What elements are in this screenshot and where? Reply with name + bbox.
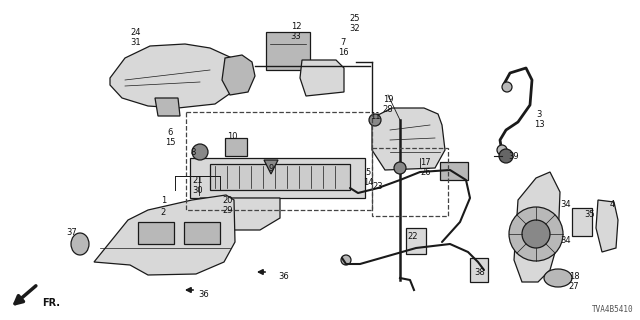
Ellipse shape — [544, 269, 572, 287]
Polygon shape — [155, 98, 180, 116]
Text: 7
16: 7 16 — [338, 38, 349, 57]
Polygon shape — [514, 172, 560, 282]
Bar — [440, 162, 468, 180]
Bar — [406, 228, 426, 254]
Circle shape — [192, 144, 208, 160]
Text: 25
32: 25 32 — [349, 14, 360, 33]
Text: 6
15: 6 15 — [164, 128, 175, 147]
Text: TVA4B5410: TVA4B5410 — [593, 305, 634, 314]
Circle shape — [341, 255, 351, 265]
Circle shape — [509, 207, 563, 261]
Text: 35: 35 — [584, 210, 595, 219]
Bar — [572, 208, 592, 236]
Polygon shape — [200, 198, 280, 230]
Bar — [372, 148, 448, 216]
Text: 5
14: 5 14 — [363, 168, 374, 187]
Text: 37: 37 — [67, 228, 77, 237]
Text: 8: 8 — [191, 148, 196, 157]
Polygon shape — [94, 195, 235, 275]
Text: 2: 2 — [161, 208, 166, 217]
Text: 34: 34 — [560, 200, 571, 209]
Text: 38: 38 — [475, 268, 485, 277]
Text: 9: 9 — [268, 164, 273, 173]
Circle shape — [502, 82, 512, 92]
Text: 3
13: 3 13 — [534, 110, 545, 129]
Circle shape — [499, 149, 513, 163]
Text: 10: 10 — [227, 132, 237, 141]
Bar — [138, 222, 174, 244]
Text: 11: 11 — [370, 112, 381, 121]
Text: 4: 4 — [610, 200, 615, 209]
Text: 34: 34 — [560, 236, 571, 245]
Text: 18
27: 18 27 — [569, 272, 579, 291]
Text: 23: 23 — [372, 182, 383, 191]
Text: 17
26: 17 26 — [420, 158, 431, 177]
Bar — [470, 258, 488, 282]
Circle shape — [394, 162, 406, 174]
Text: 36: 36 — [278, 272, 289, 281]
Circle shape — [522, 220, 550, 248]
Polygon shape — [372, 108, 445, 170]
Text: 22: 22 — [408, 232, 419, 241]
Text: 21
30: 21 30 — [193, 176, 204, 195]
Bar — [225, 138, 247, 156]
Bar — [266, 32, 310, 70]
Text: 36: 36 — [198, 290, 209, 299]
Circle shape — [497, 145, 507, 155]
Text: 19
28: 19 28 — [383, 95, 394, 114]
Text: 20
29: 20 29 — [222, 196, 232, 215]
Text: FR.: FR. — [42, 298, 60, 308]
Circle shape — [369, 114, 381, 126]
Bar — [210, 164, 350, 190]
Bar — [184, 222, 220, 244]
Bar — [190, 158, 365, 198]
Text: 24
31: 24 31 — [131, 28, 141, 47]
Text: 39: 39 — [508, 152, 518, 161]
Polygon shape — [222, 55, 255, 95]
Text: 1: 1 — [161, 196, 166, 205]
Ellipse shape — [71, 233, 89, 255]
Polygon shape — [596, 200, 618, 252]
Polygon shape — [264, 160, 278, 174]
Polygon shape — [300, 60, 344, 96]
Polygon shape — [110, 44, 242, 108]
Text: 12
33: 12 33 — [291, 22, 301, 41]
Bar — [186, 112, 372, 210]
